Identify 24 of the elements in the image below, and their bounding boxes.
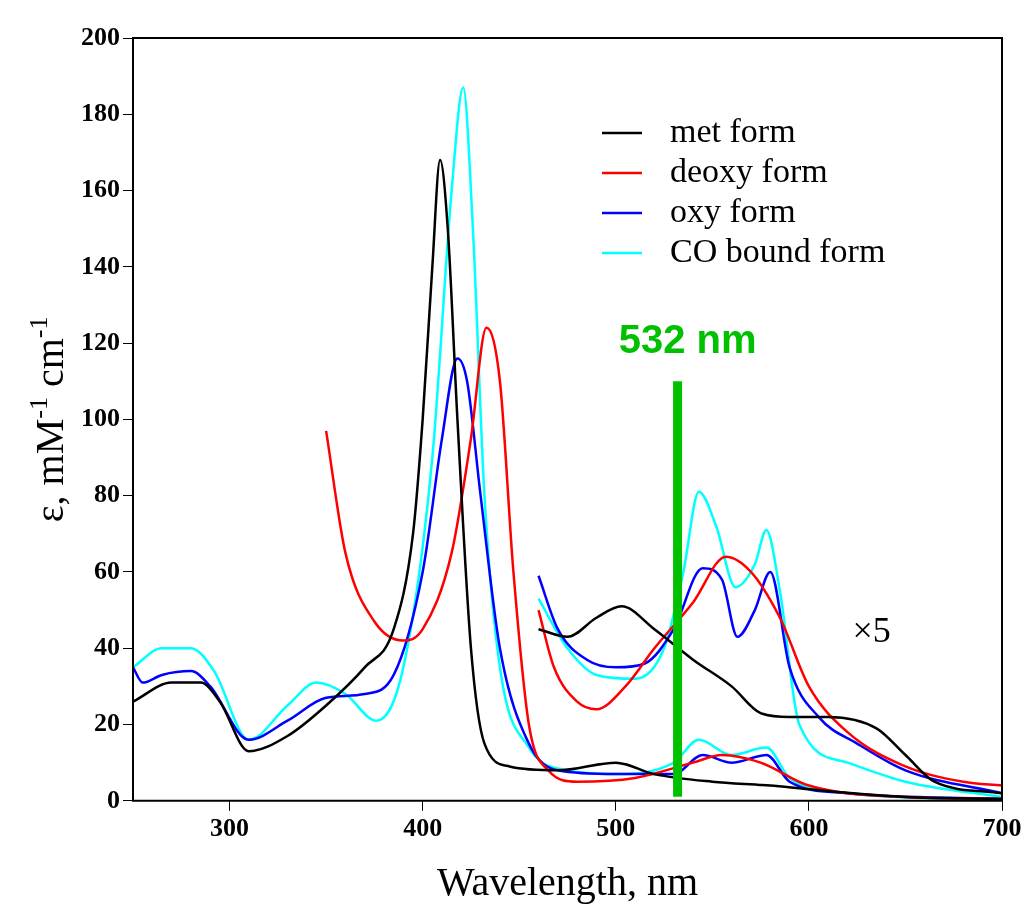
x-tick-label: 400 <box>403 813 443 843</box>
x-tick-label: 600 <box>789 813 829 843</box>
x-axis-title: Wavelength, nm <box>436 858 699 904</box>
y-tick-label: 120 <box>81 326 120 356</box>
y-tick-label: 0 <box>107 784 120 814</box>
x-tick-label: 500 <box>596 813 636 843</box>
y-tick-label: 60 <box>94 555 120 585</box>
annotation: ×5 <box>852 610 891 651</box>
y-tick-label: 20 <box>94 708 120 738</box>
legend-label: oxy form <box>670 191 796 229</box>
y-tick-label: 180 <box>81 98 120 127</box>
y-tick-label: 100 <box>81 403 120 433</box>
legend-label: met form <box>670 111 796 149</box>
y-tick-label: 80 <box>94 479 120 509</box>
y-tick-label: 160 <box>81 174 120 204</box>
x-tick-label: 700 <box>982 813 1022 843</box>
ref-line-label: 532 nm <box>618 317 757 362</box>
legend-label: CO bound form <box>670 231 886 269</box>
y-tick-label: 200 <box>81 21 120 51</box>
y-axis-title: ε, mM-1 cm-1 <box>23 316 72 523</box>
x-tick-label: 300 <box>210 813 250 843</box>
legend-label: deoxy form <box>670 151 828 189</box>
y-tick-label: 40 <box>94 631 120 661</box>
y-tick-label: 140 <box>81 250 120 280</box>
